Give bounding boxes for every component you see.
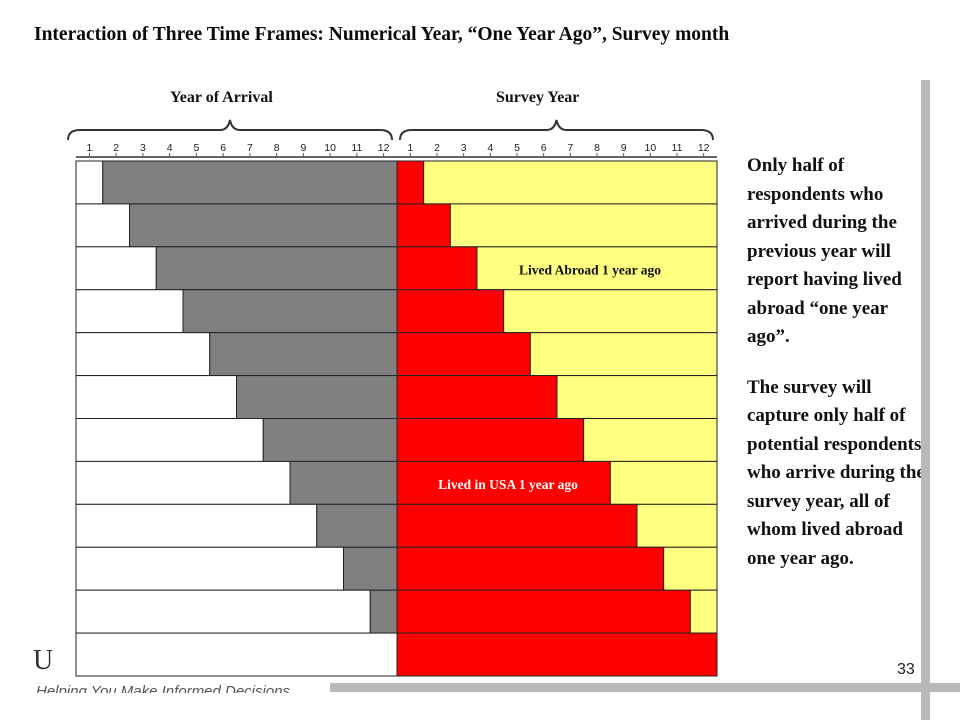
arrival-tick-label: 7 [247, 142, 253, 154]
lived-usa-label: Lived in USA 1 year ago [438, 477, 578, 492]
arrival-tick-label: 6 [220, 142, 226, 154]
yellow-segment [449, 203, 718, 248]
lived-abroad-label: Lived Abroad 1 year ago [519, 262, 661, 277]
white-segment [75, 503, 318, 548]
braces [67, 119, 714, 141]
survey-tick-label: 1 [407, 142, 413, 154]
survey-tick-label: 8 [594, 142, 600, 154]
red-segment [396, 589, 691, 634]
gray-segment [289, 460, 398, 505]
red-segment [396, 460, 611, 505]
arrival-tick-label: 1 [86, 142, 92, 154]
survey-tick-label: 7 [567, 142, 573, 154]
arrival-tick-label: 3 [140, 142, 146, 154]
white-segment [75, 289, 184, 334]
survey-tick-label: 9 [621, 142, 627, 154]
arrival-tick-label: 5 [193, 142, 199, 154]
arrival-tick-label: 2 [113, 142, 119, 154]
yellow-segment [503, 289, 718, 334]
white-segment [75, 203, 130, 248]
explanation-text: Only half of respondents who arrived dur… [747, 152, 932, 595]
page-number: 33 [897, 661, 915, 678]
yellow-segment [636, 503, 718, 548]
survey-tick-label: 6 [541, 142, 547, 154]
yellow-segment [556, 375, 718, 420]
gray-segment [369, 589, 398, 634]
white-segment [75, 246, 157, 291]
arrival-tick-label: 11 [351, 142, 362, 154]
footer-logo: U [33, 645, 54, 676]
survey-tick-label: 3 [461, 142, 467, 154]
red-segment [396, 375, 558, 420]
survey-tick-label: 2 [434, 142, 440, 154]
yellow-segment [529, 332, 718, 377]
red-segment [396, 203, 451, 248]
red-segment [396, 546, 665, 591]
survey-tick-label: 4 [487, 142, 493, 154]
decorative-vertical-bar [921, 80, 930, 720]
arrival-brace [67, 119, 393, 141]
red-segment [396, 289, 505, 334]
bar-grid [75, 160, 718, 677]
gray-segment [316, 503, 398, 548]
yellow-segment [423, 160, 718, 205]
arrival-tick-label: 9 [300, 142, 306, 154]
white-segment [75, 546, 344, 591]
arrival-tick-label: 12 [378, 142, 390, 154]
footer-tagline: Helping You Make Informed Decisions [36, 683, 291, 693]
survey-tick-label: 11 [672, 142, 683, 154]
gray-segment [236, 375, 398, 420]
survey-brace [399, 119, 714, 141]
white-segment [75, 332, 211, 377]
red-segment [396, 160, 425, 205]
survey-tick-label: 5 [514, 142, 520, 154]
white-segment [75, 160, 104, 205]
gray-segment [182, 289, 398, 334]
arrival-tick-label: 10 [324, 142, 336, 154]
yellow-segment [476, 246, 718, 291]
annotations: Lived Abroad 1 year ago Lived in USA 1 ye… [438, 262, 661, 492]
explanation-paragraph-1: Only half of respondents who arrived dur… [747, 155, 902, 347]
gray-segment [262, 418, 398, 462]
arrival-tick-label: 4 [167, 142, 173, 154]
white-segment [75, 460, 291, 505]
survey-tick-label: 10 [644, 142, 656, 154]
red-segment [396, 332, 531, 377]
yellow-segment [609, 460, 718, 505]
gray-segment [129, 203, 398, 248]
gray-segment [155, 246, 398, 291]
survey-year-label: Survey Year [496, 89, 580, 106]
gray-segment [209, 332, 398, 377]
red-segment [396, 418, 585, 462]
explanation-paragraph-2: The survey will capture only half of pot… [747, 376, 925, 569]
yellow-segment [583, 418, 718, 462]
white-segment [75, 418, 264, 462]
red-segment [396, 632, 718, 677]
arrival-tick-label: 8 [274, 142, 280, 154]
white-segment [75, 632, 398, 677]
white-segment [75, 589, 371, 634]
white-segment [75, 375, 237, 420]
year-of-arrival-label: Year of Arrival [170, 89, 273, 106]
decorative-horizontal-bar [330, 683, 960, 692]
red-segment [396, 246, 478, 291]
yellow-segment [689, 589, 718, 634]
gray-segment [102, 160, 398, 205]
red-segment [396, 503, 638, 548]
survey-tick-label: 12 [698, 142, 710, 154]
yellow-segment [663, 546, 718, 591]
gray-segment [343, 546, 398, 591]
slide-title: Interaction of Three Time Frames: Numeri… [34, 24, 730, 45]
month-ruler: 1 2 3 4 5 6 7 8 9 10 11 12 1 2 3 4 5 6 7 8 9 10 11 12 [76, 142, 717, 158]
